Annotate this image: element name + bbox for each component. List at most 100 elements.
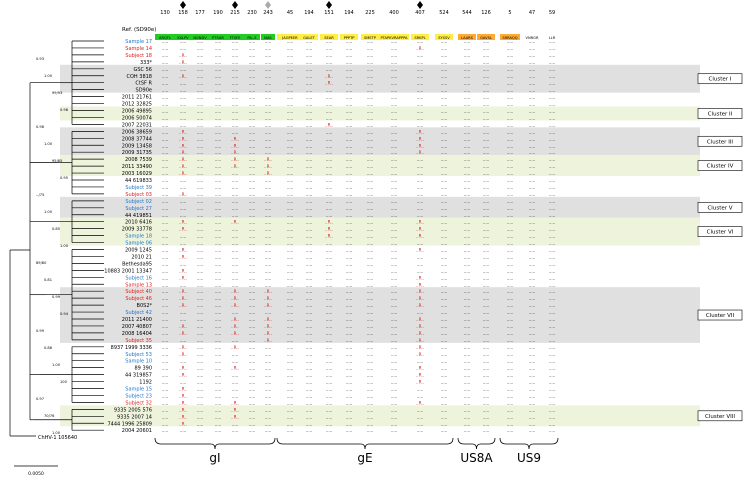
alignment-cell: .....: [306, 428, 313, 433]
alignment-cell: .....: [232, 428, 239, 433]
alignment-cell: .....: [391, 178, 398, 183]
alignment-cell: .....: [215, 366, 222, 371]
cluster-label-box: [697, 108, 743, 119]
alignment-cell: .....: [483, 387, 490, 392]
alignment-cell: .....: [162, 115, 169, 120]
alignment-cell: .....: [162, 39, 169, 44]
alignment-cell: .....: [346, 331, 353, 336]
alignment-cell: .....: [249, 254, 256, 259]
position-number: 194: [344, 10, 354, 16]
alignment-cell: .....: [265, 234, 272, 239]
alignment-cell: .....: [464, 421, 471, 426]
alignment-cell: .....: [367, 310, 374, 315]
alignment-cell: ..R..: [416, 345, 424, 350]
alignment-cell: .....: [232, 81, 239, 86]
motif-box: [209, 34, 227, 40]
alignment-cell: .....: [346, 414, 353, 419]
alignment-cell: .....: [265, 206, 272, 211]
motif-label: GAVSL: [480, 36, 492, 40]
alignment-cell: .....: [162, 122, 169, 127]
alignment-cell: .....: [197, 46, 204, 51]
alignment-cell: .....: [507, 366, 514, 371]
alignment-cell: .....: [326, 241, 333, 246]
alignment-cell: .....: [441, 115, 448, 120]
alignment-cell: .....: [287, 185, 294, 190]
alignment-cell: .....: [346, 338, 353, 343]
alignment-cell: .....: [367, 387, 374, 392]
alignment-cell: .....: [441, 380, 448, 385]
alignment-cell: .....: [417, 102, 424, 107]
alignment-cells: ........................................…: [162, 39, 556, 433]
alignment-cell: .....: [249, 67, 256, 72]
alignment-cell: .....: [249, 234, 256, 239]
alignment-cell: .....: [441, 39, 448, 44]
alignment-cell: .....: [391, 241, 398, 246]
alignment-cell: .....: [265, 143, 272, 148]
alignment-cell: .....: [483, 248, 490, 253]
alignment-cell: .....: [483, 241, 490, 246]
alignment-cell: .....: [249, 81, 256, 86]
alignment-cell: .....: [287, 380, 294, 385]
alignment-cell: .....: [197, 143, 204, 148]
alignment-cell: .....: [464, 345, 471, 350]
alignment-cell: ..R..: [231, 400, 239, 405]
alignment-cell: .....: [197, 81, 204, 86]
alignment-cell: .....: [180, 359, 187, 364]
alignment-cell: .....: [215, 178, 222, 183]
alignment-cell: .....: [417, 122, 424, 127]
taxon-label: 2011 33490: [122, 164, 152, 170]
alignment-cell: .....: [391, 317, 398, 322]
alignment-cell: .....: [367, 74, 374, 79]
alignment-cell: .....: [549, 199, 556, 204]
alignment-cell: .....: [507, 428, 514, 433]
taxon-label: 9335 2005 576: [114, 407, 152, 413]
alignment-cell: .....: [417, 359, 424, 364]
alignment-cell: .....: [346, 67, 353, 72]
bootstrap-label: 0.81: [44, 278, 52, 282]
alignment-cell: .....: [549, 67, 556, 72]
alignment-cell: .....: [265, 248, 272, 253]
alignment-cell: .....: [367, 213, 374, 218]
alignment-cell: .....: [391, 414, 398, 419]
alignment-cell: .....: [529, 109, 536, 114]
alignment-cell: .....: [215, 150, 222, 155]
alignment-cell: .....: [549, 213, 556, 218]
alignment-cell: ..R..: [179, 296, 187, 301]
alignment-cell: .....: [483, 178, 490, 183]
taxon-label: Sample 10: [125, 359, 152, 365]
alignment-cell: .....: [483, 213, 490, 218]
alignment-cell: .....: [529, 400, 536, 405]
alignment-cell: .....: [529, 282, 536, 287]
alignment-cell: ..R..: [179, 157, 187, 162]
position-number: 544: [462, 10, 472, 16]
alignment-cell: .....: [180, 213, 187, 218]
alignment-cell: .....: [249, 303, 256, 308]
alignment-cell: .....: [306, 129, 313, 134]
alignment-cell: ..R..: [231, 150, 239, 155]
alignment-cell: .....: [441, 366, 448, 371]
alignment-cell: .....: [287, 109, 294, 114]
alignment-cell: .....: [306, 67, 313, 72]
motif-box: [411, 34, 429, 40]
alignment-cell: ..R..: [416, 373, 424, 378]
motif-label: NGNDV: [193, 36, 207, 40]
alignment-cell: .....: [232, 359, 239, 364]
alignment-cell: .....: [464, 115, 471, 120]
alignment-cell: .....: [391, 143, 398, 148]
alignment-cell: .....: [346, 81, 353, 86]
alignment-cell: ..R..: [416, 317, 424, 322]
alignment-cell: .....: [287, 345, 294, 350]
alignment-cell: .....: [529, 122, 536, 127]
alignment-cell: .....: [367, 421, 374, 426]
alignment-cell: .....: [549, 178, 556, 183]
alignment-cell: .....: [346, 39, 353, 44]
alignment-cell: .....: [287, 282, 294, 287]
cluster-band: [60, 64, 700, 93]
alignment-cell: .....: [232, 46, 239, 51]
alignment-cell: .....: [346, 53, 353, 58]
alignment-cell: ..R..: [179, 303, 187, 308]
alignment-cell: .....: [249, 185, 256, 190]
alignment-cell: .....: [529, 428, 536, 433]
alignment-cell: .....: [197, 393, 204, 398]
alignment-cell: .....: [249, 178, 256, 183]
